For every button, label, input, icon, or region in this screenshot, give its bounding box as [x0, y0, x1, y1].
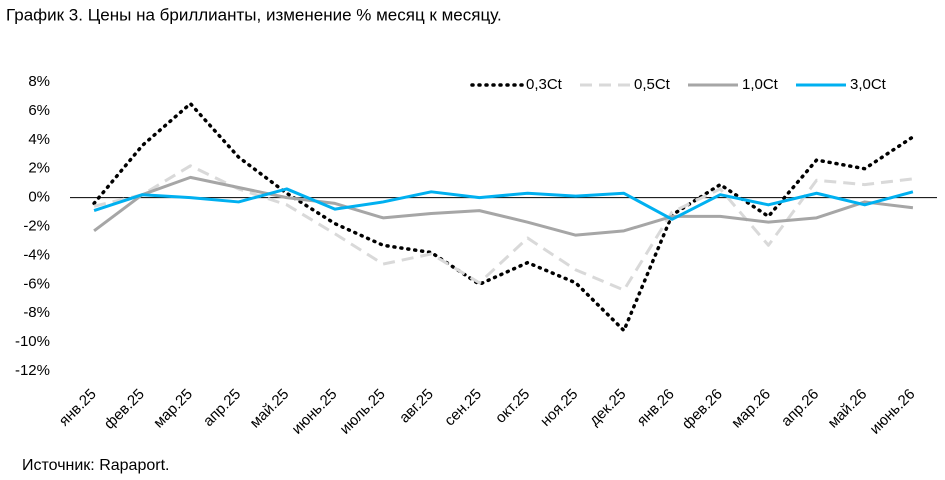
- y-tick-label: 8%: [28, 73, 50, 90]
- series-line: [92, 101, 915, 333]
- y-tick-label: -10%: [15, 333, 50, 350]
- legend-label: 1,0Ct: [742, 76, 779, 93]
- x-tick-label: апр.25: [200, 386, 244, 430]
- x-tick-label: июнь.26: [867, 386, 919, 438]
- x-tick-label: июнь.25: [289, 386, 341, 438]
- x-tick-label: дек.25: [586, 386, 629, 429]
- x-tick-label: июль.25: [337, 386, 389, 438]
- x-tick-label: фев.26: [679, 386, 726, 433]
- x-tick-label: мар.26: [728, 386, 774, 432]
- y-tick-label: 0%: [28, 189, 50, 206]
- x-tick-label: май.26: [825, 386, 871, 432]
- series-line: [93, 164, 914, 292]
- y-tick-label: -8%: [23, 304, 50, 321]
- chart-title: График 3. Цены на бриллианты, изменение …: [6, 5, 502, 24]
- x-tick-label: май.25: [247, 386, 293, 432]
- legend-label: 3,0Ct: [850, 76, 887, 93]
- y-tick-label: -4%: [23, 246, 50, 263]
- x-tick-label: мар.25: [150, 386, 196, 432]
- x-tick-label: ноя.25: [537, 386, 581, 430]
- x-tick-label: сен.25: [441, 386, 485, 430]
- y-tick-label: 4%: [28, 131, 50, 148]
- legend-label: 0,3Ct: [526, 76, 563, 93]
- legend-label: 0,5Ct: [634, 76, 671, 93]
- y-tick-label: -2%: [23, 217, 50, 234]
- source: Источник: Rapaport.: [22, 457, 169, 474]
- x-tick-label: окт.25: [492, 386, 533, 427]
- x-tick-label: апр.26: [778, 386, 822, 430]
- y-tick-label: -12%: [15, 362, 50, 379]
- y-tick-label: 6%: [28, 102, 50, 119]
- x-tick-label: янв.25: [56, 386, 100, 430]
- x-tick-label: авг.25: [396, 386, 437, 427]
- series-line: [93, 187, 914, 221]
- x-tick-label: янв.26: [634, 386, 678, 430]
- x-tick-label: фев.25: [101, 386, 148, 433]
- series-line: [93, 175, 914, 237]
- y-tick-label: 2%: [28, 160, 50, 177]
- y-tick-label: -6%: [23, 275, 50, 292]
